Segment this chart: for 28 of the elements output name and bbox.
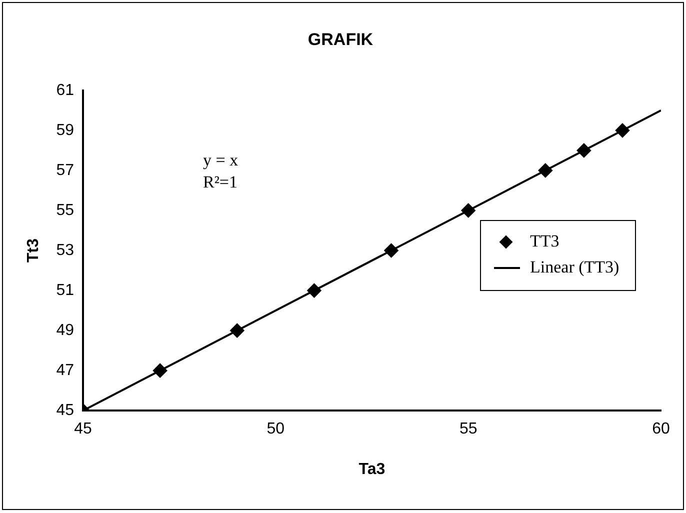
y-tick-label: 51 bbox=[56, 282, 74, 299]
x-tick-label: 55 bbox=[459, 420, 478, 438]
annotation: R²=1 bbox=[202, 172, 238, 192]
point bbox=[576, 143, 591, 158]
legend-label: Linear (TT3) bbox=[530, 257, 620, 276]
y-tick-label: 59 bbox=[56, 122, 74, 139]
y-tick-label: 45 bbox=[56, 402, 74, 420]
y-tick-label: 55 bbox=[56, 202, 74, 219]
x-axis-title: Ta3 bbox=[358, 460, 386, 478]
point bbox=[230, 324, 244, 338]
x-tick-label: 50 bbox=[266, 420, 285, 438]
y-tick-label: 61 bbox=[56, 82, 74, 99]
y-tick-label: 49 bbox=[56, 322, 74, 339]
point bbox=[153, 364, 168, 378]
chart-title: GRAFIK bbox=[308, 30, 374, 49]
x-tick-label: 60 bbox=[652, 420, 670, 438]
y-tick-label: 53 bbox=[56, 242, 74, 259]
point bbox=[461, 203, 476, 218]
y-axis-title: Tt3 bbox=[25, 238, 42, 262]
point bbox=[615, 123, 630, 138]
point bbox=[384, 244, 398, 258]
annotation: y = x bbox=[202, 150, 239, 170]
y-tick-label: 57 bbox=[56, 162, 74, 179]
point bbox=[538, 163, 552, 178]
legend-label: TT3 bbox=[530, 231, 560, 250]
point bbox=[307, 284, 322, 298]
x-tick-label: 45 bbox=[74, 420, 92, 438]
y-tick-label: 47 bbox=[56, 362, 74, 379]
